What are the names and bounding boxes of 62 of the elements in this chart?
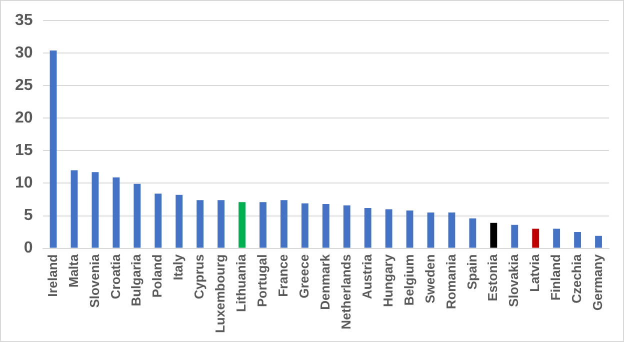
x-tick-label: Latvia	[527, 254, 542, 292]
x-tick-label: Luxembourg	[212, 254, 228, 334]
x-tick-label: Greece	[296, 254, 312, 298]
x-tick-label: Malta	[66, 254, 81, 288]
x-tick-label: Ireland	[44, 254, 60, 297]
bar	[490, 222, 498, 248]
y-tick-label: 5	[24, 207, 33, 224]
bar	[112, 177, 120, 248]
bar	[301, 203, 308, 248]
bar	[343, 205, 350, 248]
bar	[574, 232, 582, 248]
x-tick-label: France	[276, 254, 291, 297]
y-tick-label: 35	[15, 12, 33, 30]
y-tick-label: 25	[15, 77, 33, 94]
bar	[595, 236, 602, 248]
x-tick-label: Poland	[150, 254, 165, 298]
x-tick-label: Slovakia	[506, 254, 522, 308]
bar	[70, 170, 78, 248]
bar	[406, 210, 414, 248]
bar	[385, 209, 392, 248]
x-tick-label: Bulgaria	[128, 254, 144, 306]
bar	[427, 212, 434, 248]
x-tick-label: Estonia	[485, 254, 500, 302]
x-tick-label: Finland	[548, 254, 564, 300]
y-tick-label: 15	[15, 142, 33, 160]
y-tick-label: 30	[15, 44, 33, 62]
bar	[176, 194, 183, 248]
x-tick-label: Belgium	[401, 254, 416, 306]
x-tick-label: Italy	[170, 254, 186, 280]
x-tick-label: Czechia	[569, 254, 584, 304]
bar	[134, 184, 141, 248]
bar	[469, 218, 476, 248]
bar	[511, 224, 518, 248]
bar	[322, 204, 330, 248]
bar	[448, 212, 456, 248]
bar	[50, 50, 57, 248]
bar	[532, 228, 540, 248]
x-tick-label: Lithuania	[234, 254, 249, 312]
bar	[154, 194, 162, 248]
y-tick-label: 20	[15, 110, 33, 127]
x-tick-label: Netherlands	[338, 254, 354, 330]
x-tick-label: Sweden	[422, 254, 438, 304]
bar	[260, 202, 266, 248]
y-tick-label: 10	[15, 174, 33, 192]
x-tick-label: Portugal	[254, 254, 270, 308]
bar	[364, 208, 372, 248]
bar	[553, 228, 560, 248]
x-tick-label: Slovenia	[86, 254, 102, 308]
x-tick-label: Romania	[443, 254, 458, 310]
bar	[92, 172, 99, 248]
y-tick-label: 0	[24, 240, 33, 257]
x-tick-label: Hungary	[380, 254, 396, 308]
x-tick-label: Denmark	[317, 254, 332, 310]
bar	[280, 200, 288, 248]
x-tick-label: Germany	[590, 254, 606, 311]
bar	[238, 202, 246, 248]
bar	[218, 200, 225, 248]
x-tick-label: Croatia	[108, 254, 123, 300]
x-tick-label: Cyprus	[192, 254, 207, 300]
bar	[196, 200, 204, 248]
x-tick-label: Austria	[359, 254, 374, 300]
x-tick-label: Spain	[464, 254, 480, 290]
